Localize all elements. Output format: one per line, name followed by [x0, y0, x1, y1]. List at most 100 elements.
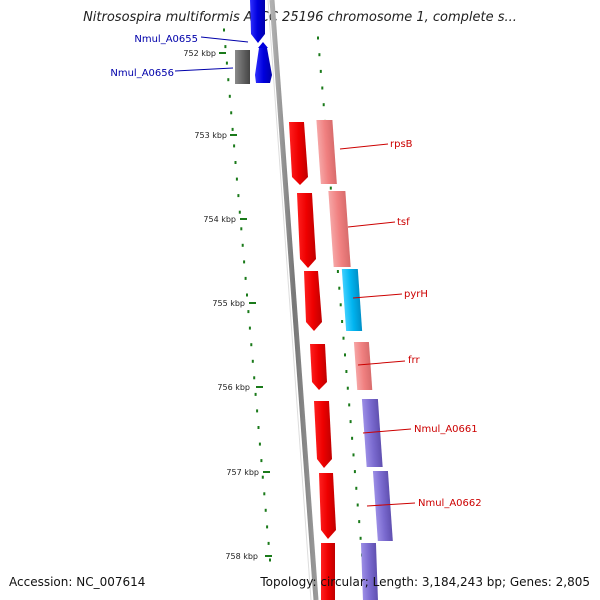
gene-Nmul_A0661[interactable]: Nmul_A0661: [314, 399, 478, 468]
position-dot: [345, 370, 348, 373]
cog-block[interactable]: [361, 399, 383, 467]
position-dot: [256, 409, 259, 413]
position-dot: [338, 286, 341, 290]
tick-label: 752 kbp: [183, 49, 216, 58]
position-dot: [353, 470, 356, 474]
tick-758kbp: 758 kbp: [225, 552, 272, 561]
position-dot: [233, 144, 236, 148]
cog-block[interactable]: [235, 50, 250, 84]
tick-757kbp: 757 kbp: [226, 468, 270, 477]
position-dot: [223, 28, 225, 32]
cog-block[interactable]: [316, 120, 337, 184]
gene-label: pyrH: [404, 289, 428, 300]
gene-label-leader: [366, 502, 416, 507]
gene-partial-bottom[interactable]: [321, 543, 378, 600]
cog-block[interactable]: [353, 342, 373, 390]
gene-arrow[interactable]: [310, 344, 327, 390]
chromosome-backbone-highlight: [267, 0, 312, 600]
position-dot: [225, 61, 228, 65]
accession-text: Accession: NC_007614: [9, 575, 146, 589]
page-title: Nitrosospira multiformis ATCC 25196 chro…: [83, 10, 517, 25]
tick-752kbp: 752 kbp: [183, 49, 226, 58]
position-dot: [244, 276, 247, 280]
gene-arrow[interactable]: [297, 193, 316, 268]
position-dot: [257, 426, 260, 429]
gene-Nmul_A0655[interactable]: Nmul_A0655: [134, 0, 265, 45]
chromosome-backbone: [269, 0, 319, 600]
tick-label: 755 kbp: [212, 299, 245, 308]
position-dot: [355, 486, 358, 490]
gene-label-leader: [200, 36, 249, 43]
gene-label: tsf: [397, 217, 410, 228]
gene-frr[interactable]: frr: [310, 342, 420, 390]
position-dot: [336, 270, 339, 273]
position-dot: [253, 376, 256, 380]
position-dot: [234, 161, 237, 164]
position-dot: [267, 541, 270, 545]
gene-label-leader: [357, 360, 406, 366]
gene-label: frr: [408, 355, 420, 366]
kbp-ticks: 752 kbp 753 kbp 754 kbp 755 kbp 756 kbp …: [183, 49, 272, 561]
position-dot: [251, 359, 254, 363]
position-dot: [339, 303, 342, 307]
position-dot: [258, 442, 261, 446]
gene-label: Nmul_A0656: [110, 68, 174, 79]
position-dot: [263, 492, 266, 496]
position-dot: [247, 310, 250, 314]
position-dot: [359, 536, 362, 540]
position-dot: [241, 243, 244, 247]
gene-label: Nmul_A0661: [414, 424, 478, 435]
gene-arrow-head: [258, 42, 268, 48]
position-dot: [261, 475, 264, 479]
position-dot: [317, 36, 319, 40]
position-dot: [341, 320, 344, 323]
gene-arrow[interactable]: [250, 0, 265, 43]
position-dot: [348, 403, 351, 407]
position-dot: [329, 186, 332, 190]
position-dot: [227, 78, 230, 82]
tick-label: 754 kbp: [203, 215, 236, 224]
position-dot: [254, 392, 257, 396]
gene-arrow[interactable]: [314, 401, 332, 468]
gene-arrow[interactable]: [304, 271, 322, 331]
position-dot: [243, 260, 246, 264]
position-dot: [342, 336, 345, 340]
cog-block[interactable]: [372, 471, 393, 541]
gene-label-leader: [362, 428, 412, 434]
position-dot: [319, 69, 322, 73]
position-dot: [266, 525, 269, 529]
gene-pyrH[interactable]: pyrH: [304, 269, 428, 331]
gene-arrow[interactable]: [319, 473, 336, 539]
position-dot: [318, 53, 321, 57]
cog-block[interactable]: [360, 543, 378, 600]
position-dots-left: [223, 28, 271, 562]
tick-label: 757 kbp: [226, 468, 259, 477]
tick-label: 756 kbp: [217, 383, 250, 392]
position-dot: [237, 194, 240, 198]
position-dot: [352, 453, 355, 457]
genome-summary-text: Topology: circular; Length: 3,184,243 bp…: [260, 575, 590, 589]
position-dot: [238, 210, 241, 214]
gene-tsf[interactable]: tsf: [297, 191, 410, 268]
gene-arrow[interactable]: [255, 48, 272, 83]
cog-block[interactable]: [328, 191, 351, 267]
position-dot: [246, 293, 248, 297]
gene-Nmul_A0656[interactable]: Nmul_A0656: [110, 42, 272, 84]
gene-arrow[interactable]: [321, 543, 335, 600]
tick-label: 758 kbp: [225, 552, 258, 561]
gene-arrow[interactable]: [289, 122, 308, 185]
position-dot: [358, 520, 361, 524]
position-dot: [322, 103, 325, 107]
cog-block[interactable]: [341, 269, 363, 331]
gene-Nmul_A0662[interactable]: Nmul_A0662: [319, 471, 482, 541]
position-dot: [321, 86, 324, 90]
gene-label: rpsB: [390, 139, 413, 150]
gene-label-leader: [174, 67, 234, 72]
position-dot: [344, 353, 346, 357]
gene-label: Nmul_A0662: [418, 498, 482, 509]
position-dot: [230, 111, 233, 115]
gene-rpsB[interactable]: rpsB: [289, 120, 413, 185]
position-dot: [250, 343, 253, 347]
